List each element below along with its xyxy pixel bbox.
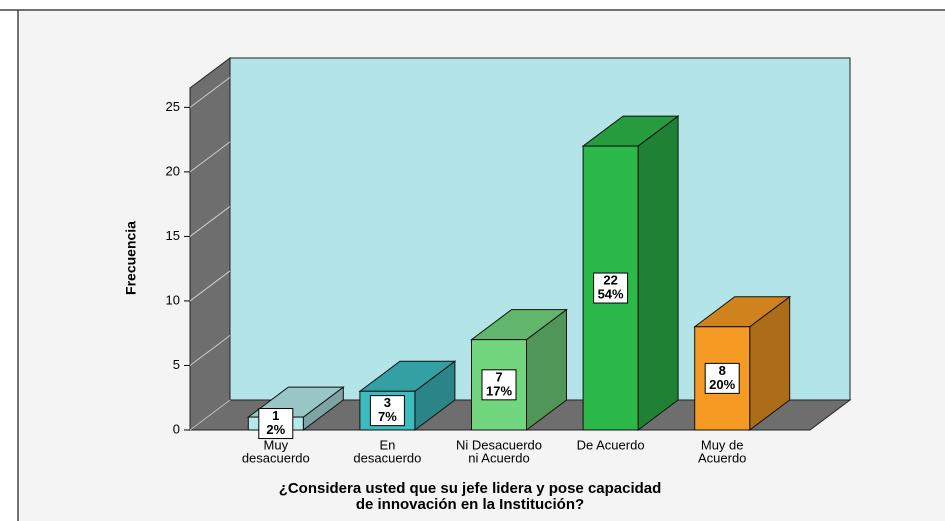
y-tick-label: 0 bbox=[173, 421, 180, 436]
data-label-box bbox=[593, 272, 629, 304]
x-tick-label: desacuerdo bbox=[353, 450, 421, 465]
y-axis-label: Frecuencia bbox=[123, 221, 139, 295]
grid-line bbox=[189, 206, 231, 237]
grid-line bbox=[189, 335, 231, 366]
grid-line bbox=[189, 76, 231, 108]
x-tick-label: Muy bbox=[264, 437, 289, 452]
data-label-percent: 54% bbox=[598, 286, 624, 301]
y-tick-label: 20 bbox=[166, 163, 180, 178]
y-tick-label: 15 bbox=[166, 228, 180, 243]
grid-line bbox=[189, 399, 231, 431]
x-tick-label: De Acuerdo bbox=[577, 437, 645, 452]
x-tick-label: Muy de bbox=[701, 437, 744, 452]
data-label-percent: 2% bbox=[266, 422, 285, 437]
data-label: 22 bbox=[603, 272, 617, 287]
x-tick-label: ni Acuerdo bbox=[468, 450, 529, 465]
side-wall bbox=[189, 57, 231, 431]
data-label-box bbox=[704, 362, 740, 394]
data-label: 1 bbox=[272, 408, 279, 423]
data-label-percent: 17% bbox=[486, 383, 512, 398]
x-axis-label: ¿Considera usted que su jefe lidera y po… bbox=[279, 480, 662, 497]
y-tick-label: 25 bbox=[166, 99, 180, 114]
data-label-percent: 7% bbox=[378, 409, 397, 424]
data-label: 7 bbox=[495, 369, 502, 384]
x-tick-label: Ni Desacuerdo bbox=[456, 437, 542, 452]
grid-line bbox=[189, 270, 231, 302]
bar-side bbox=[637, 115, 679, 431]
x-tick-label: En bbox=[379, 437, 395, 452]
data-label-percent: 20% bbox=[709, 377, 735, 392]
y-tick-label: 5 bbox=[173, 357, 180, 372]
data-label: 8 bbox=[719, 363, 726, 378]
x-tick-label: Acuerdo bbox=[698, 450, 746, 465]
data-label-box bbox=[258, 408, 294, 440]
data-label-box bbox=[481, 369, 517, 401]
data-label: 3 bbox=[384, 395, 391, 410]
grid-line bbox=[189, 141, 231, 173]
data-label-box bbox=[369, 395, 405, 427]
x-axis-label: de innovación en la Institución? bbox=[356, 496, 584, 513]
x-tick-label: desacuerdo bbox=[242, 450, 310, 465]
y-tick-label: 10 bbox=[166, 292, 180, 307]
